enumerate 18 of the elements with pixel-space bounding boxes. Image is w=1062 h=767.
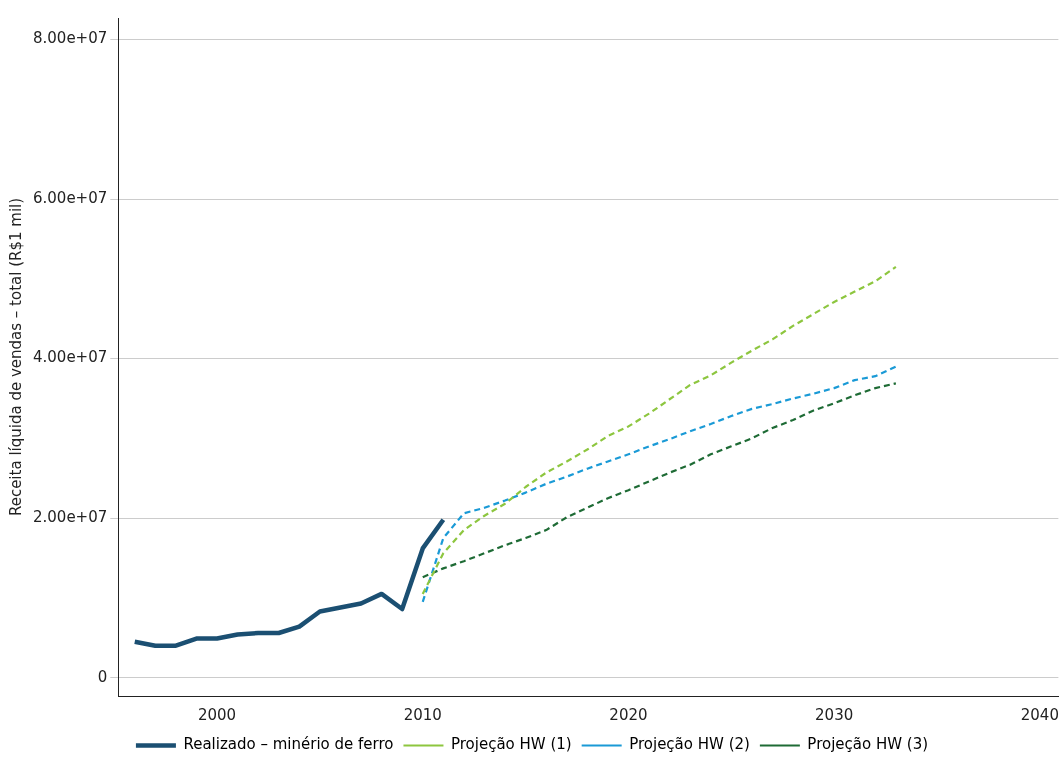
x-tick-label: 2040 [1020,705,1059,724]
legend-label: Projeção HW (2) [629,735,750,754]
line-series [421,382,897,579]
y-tick-label: 2.00e+07 [32,508,108,527]
x-tick-label: 2020 [609,705,648,724]
legend-label: Realizado – minério de ferro [183,735,394,754]
x-tick-label: 2010 [403,705,442,724]
line-series [421,265,897,595]
legend-label: Projeção HW (1) [450,735,572,754]
x-tick-label: 2030 [815,705,854,724]
y-tick-label: 8.00e+07 [32,29,108,48]
y-tick-label: 4.00e+07 [32,348,108,367]
y-axis-title: Receita líquida de vendas – total (R$1 mil) [6,197,25,517]
legend-label: Projeção HW (3) [807,735,929,754]
y-tick-label: 0 [97,667,108,686]
y-tick-label: 6.00e+07 [32,188,108,207]
line-series [421,365,897,603]
x-tick-label: 2000 [197,705,237,724]
